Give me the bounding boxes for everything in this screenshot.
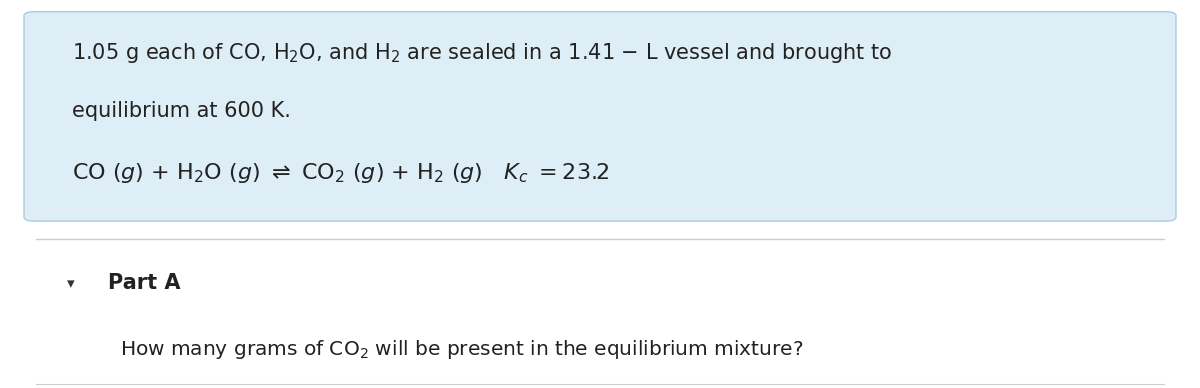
Text: $\blacktriangledown$: $\blacktriangledown$ xyxy=(66,276,76,291)
FancyBboxPatch shape xyxy=(24,12,1176,221)
Text: equilibrium at 600 K.: equilibrium at 600 K. xyxy=(72,101,290,121)
Text: How many grams of $\mathregular{CO_2}$ will be present in the equilibrium mixtur: How many grams of $\mathregular{CO_2}$ w… xyxy=(120,338,803,361)
Text: $\mathregular{CO}$ ($g$) $+$ $\mathregular{H_2O}$ ($g$) $\rightleftharpoons$ $\m: $\mathregular{CO}$ ($g$) $+$ $\mathregul… xyxy=(72,161,610,185)
Text: Part A: Part A xyxy=(108,273,180,293)
Text: 1.05 g each of $\mathregular{CO}$, $\mathregular{H_2O}$, and $\mathregular{H_2}$: 1.05 g each of $\mathregular{CO}$, $\mat… xyxy=(72,41,893,65)
